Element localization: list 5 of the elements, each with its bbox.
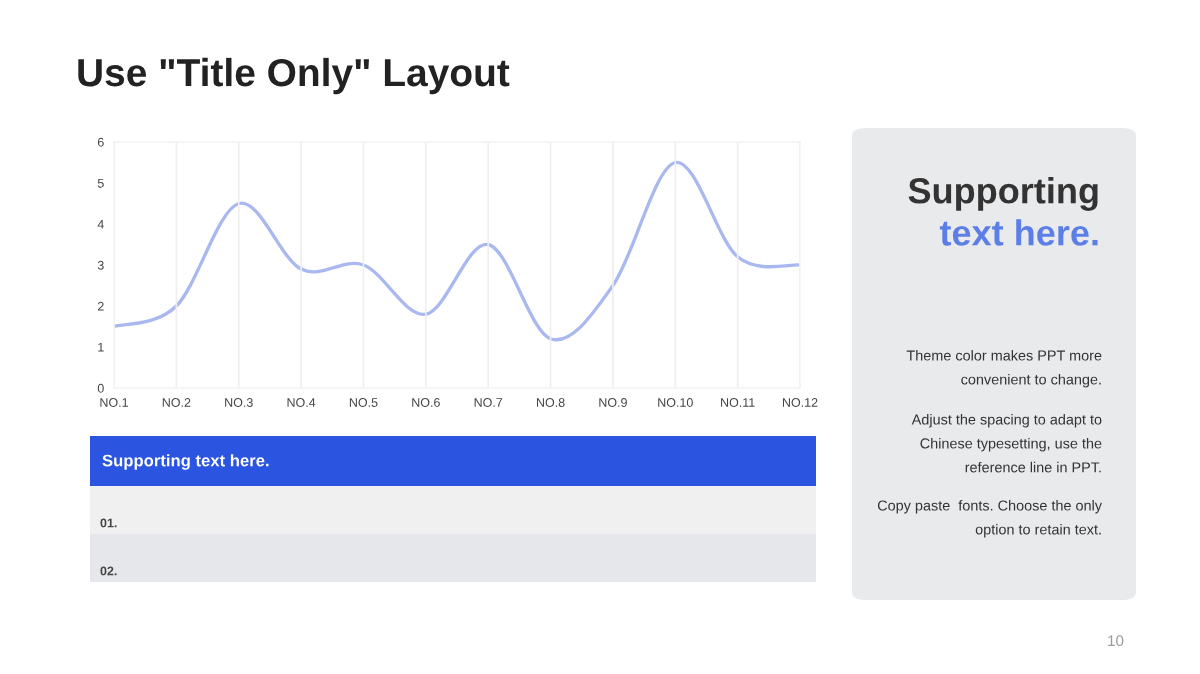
- line-series: [114, 160, 800, 341]
- chart-title: Use "Title Only" Layout: [78, 57, 510, 95]
- text: Supporting text here.: [102, 454, 269, 470]
- text: Supporting: [908, 177, 1098, 211]
- text: text here.: [939, 219, 1098, 246]
